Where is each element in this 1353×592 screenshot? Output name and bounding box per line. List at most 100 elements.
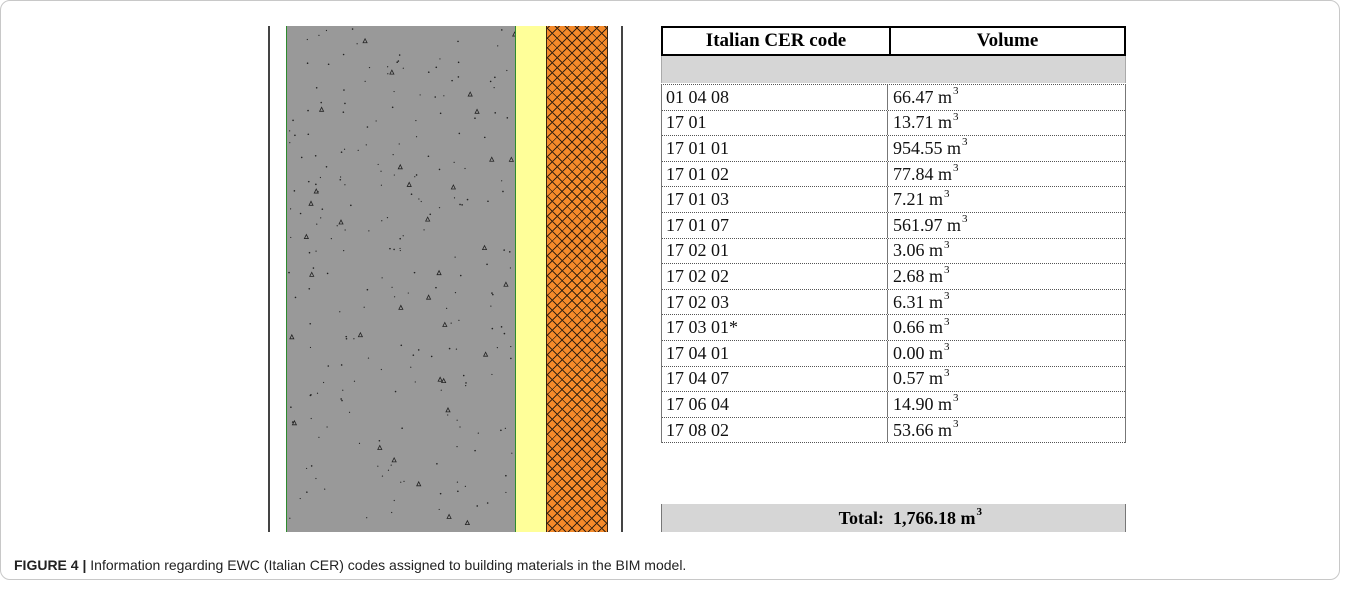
volume-value: 13.71 [893,112,934,133]
cer-code-cell: 17 01 02 [662,161,888,187]
volume-unit-sup: 3 [953,162,959,175]
volume-unit-sup: 3 [944,264,950,277]
cer-code-cell: 17 01 01 [662,136,888,161]
figure-caption: FIGURE 4 | Information regarding EWC (It… [14,557,686,573]
volume-unit: m [929,368,944,389]
table-header: Italian CER code Volume [661,26,1126,56]
volume-unit: m [929,265,944,286]
volume-unit: m [947,137,962,158]
volume-unit: m [938,163,953,184]
volume-value: 954.55 [893,137,943,158]
caption-label: FIGURE 4 | [14,557,87,573]
volume-unit-sup: 3 [944,366,950,379]
volume-unit-sup: 3 [944,238,950,251]
total-unit: m [960,507,976,528]
volume-unit: m [938,112,953,133]
wall-left-line [268,26,270,532]
volume-unit-sup: 3 [953,85,959,98]
volume-value: 3.06 [893,240,925,261]
header-cer-code: Italian CER code [663,28,891,54]
volume-unit: m [929,291,944,312]
volume-unit: m [938,86,953,107]
volume-unit-sup: 3 [953,392,959,405]
volume-unit-sup: 3 [944,187,950,200]
volume-value: 561.97 [893,214,943,235]
wall-section-drawing [268,26,624,532]
volume-unit: m [929,317,944,338]
figure-frame [0,0,1340,580]
volume-value: 0.00 [893,342,925,363]
cer-code-cell: 01 04 08 [662,85,888,110]
concrete-layer [286,26,518,532]
volume-value: 2.68 [893,265,925,286]
volume-unit: m [929,240,944,261]
caption-text: Information regarding EWC (Italian CER) … [90,557,687,573]
cer-code-cell: 17 06 04 [662,392,888,417]
volume-unit: m [938,419,953,440]
volume-value: 53.66 [893,419,934,440]
volume-unit-sup: 3 [944,341,950,354]
cer-code-cell: 17 08 02 [662,417,888,443]
brick-layer [546,26,608,532]
cer-code-cell: 17 01 03 [662,187,888,212]
total-value: 1,766.18 [893,507,956,528]
volume-value: 66.47 [893,86,934,107]
cer-code-cell: 17 02 02 [662,264,888,289]
volume-unit-sup: 3 [953,110,959,123]
volume-unit-sup: 3 [944,290,950,303]
cer-code-cell: 17 04 07 [662,366,888,392]
cer-code-cell: 17 02 03 [662,289,888,315]
volume-value: 77.84 [893,163,934,184]
volume-unit: m [938,393,953,414]
volume-value: 14.90 [893,393,934,414]
volume-value: 7.21 [893,189,925,210]
volume-unit: m [947,214,962,235]
concrete-aggregate-pattern [288,28,518,526]
insulation-layer [516,26,546,532]
volume-unit: m [929,189,944,210]
volume-unit-sup: 3 [953,418,959,431]
wall-right-line [621,26,623,532]
header-band [661,56,1126,83]
cer-code-cell: 17 01 [662,110,888,136]
volume-unit-sup: 3 [962,136,968,149]
volume-value: 0.66 [893,317,925,338]
volume-unit-sup: 3 [944,315,950,328]
cer-code-cell: 17 03 01* [662,315,888,340]
header-volume: Volume [976,30,1039,51]
cer-code-cell: 17 01 07 [662,212,888,238]
table-body: 01 04 08 66.47 m 3 17 01 13.71 m 3 17 01 01 954… [661,84,1126,444]
volume-unit: m [929,342,944,363]
cer-code-cell: 17 04 01 [662,340,888,366]
total-label: Total: [838,507,884,528]
volume-unit-sup: 3 [962,213,968,226]
